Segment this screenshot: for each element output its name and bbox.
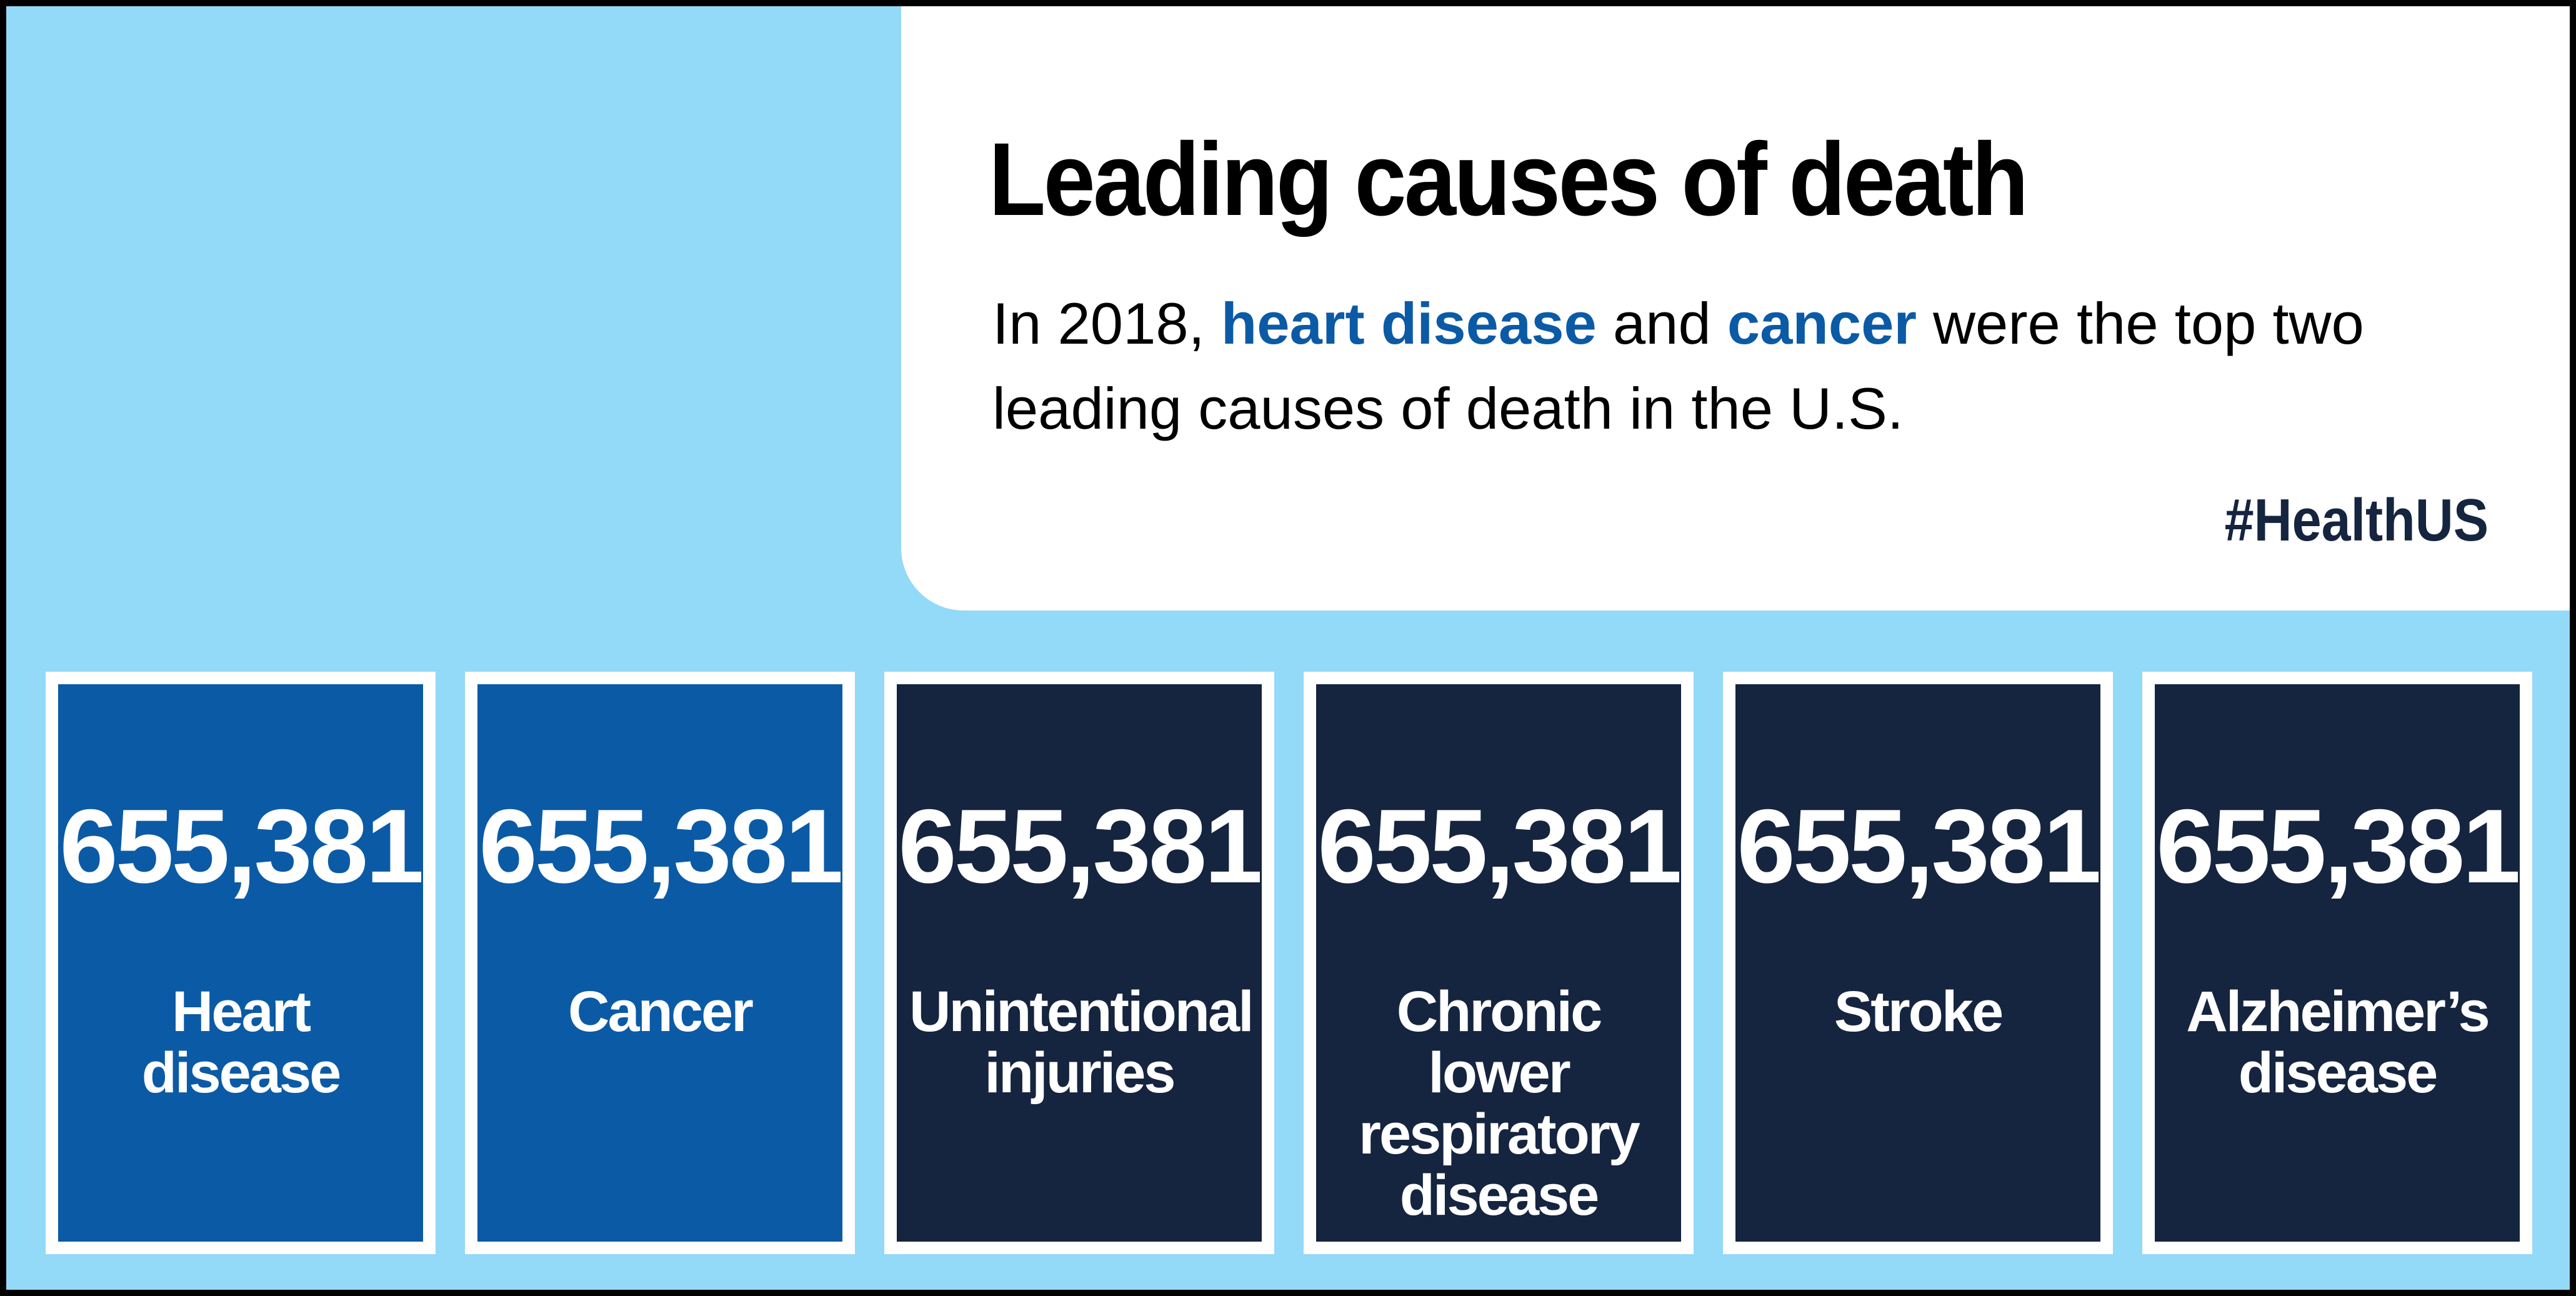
cause-label: Unintentional injuries: [909, 980, 1254, 1105]
subtitle-suffix: were the top two leading causes of death…: [992, 291, 2364, 441]
cause-label: Chronic lower respiratory disease: [1359, 980, 1640, 1227]
subtitle-middle: and: [1596, 291, 1727, 356]
infographic-frame: Leading causes of death In 2018, heart d…: [6, 6, 2570, 1290]
cause-value: 655,381: [2156, 787, 2520, 905]
cause-card-stroke: 655,381 Stroke: [1723, 672, 2113, 1254]
subtitle-prefix: In 2018,: [992, 291, 1221, 356]
cause-value: 655,381: [1737, 787, 2101, 905]
cause-card-alzheimers-disease: 655,381 Alzheimer’s disease: [2142, 672, 2532, 1254]
cause-value: 655,381: [898, 787, 1262, 905]
cause-card-cancer: 655,381 Cancer: [465, 672, 855, 1254]
cause-card-chronic-lower-respiratory-disease: 655,381 Chronic lower respiratory diseas…: [1304, 672, 1694, 1254]
hashtag: #HealthUS: [2224, 487, 2489, 554]
header-card: Leading causes of death In 2018, heart d…: [901, 6, 2570, 611]
page-title: Leading causes of death: [989, 122, 2029, 237]
subtitle: In 2018, heart disease and cancer were t…: [992, 281, 2555, 451]
cause-value: 655,381: [59, 787, 424, 905]
cause-card-heart-disease: 655,381 Heart disease: [46, 672, 436, 1254]
cause-value: 655,381: [1317, 787, 1682, 905]
cause-card-unintentional-injuries: 655,381 Unintentional injuries: [884, 672, 1274, 1254]
cause-label: Cancer: [568, 980, 754, 1044]
cause-value: 655,381: [479, 787, 843, 905]
cause-label: Alzheimer’s disease: [2186, 980, 2490, 1105]
cause-label: Stroke: [1834, 980, 2004, 1044]
cause-label: Heart disease: [141, 980, 342, 1105]
highlight-cancer: cancer: [1727, 291, 1917, 356]
highlight-heart-disease: heart disease: [1221, 291, 1597, 356]
